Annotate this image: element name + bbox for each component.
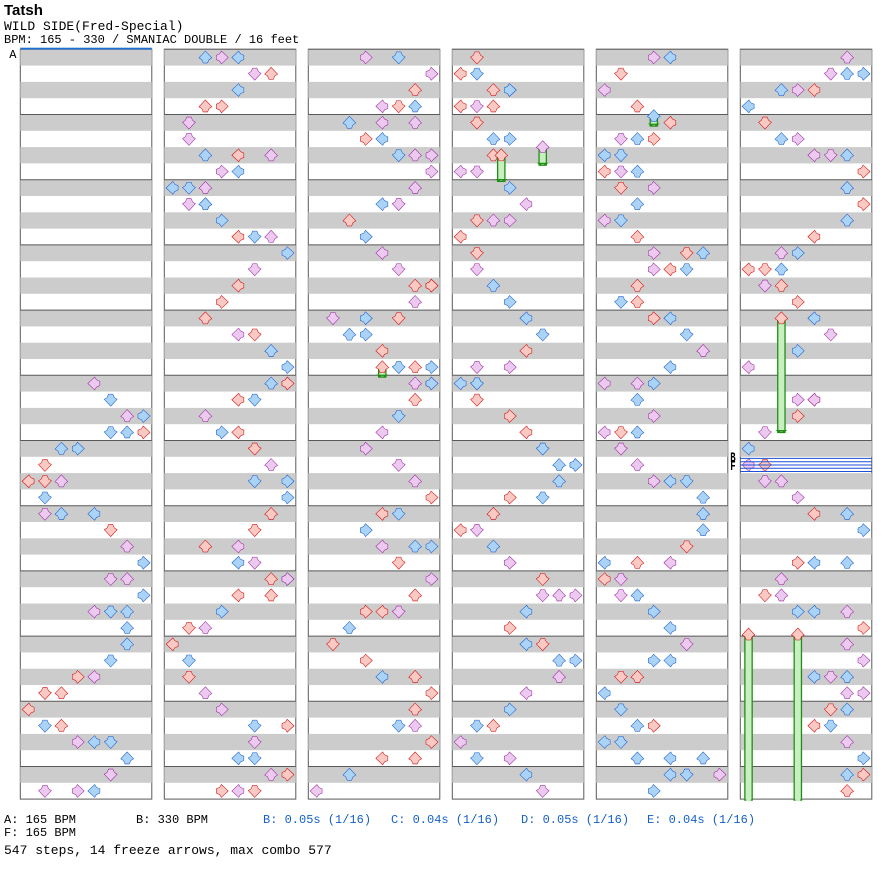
svg-text:A: A bbox=[9, 48, 17, 62]
svg-text:F: F bbox=[730, 458, 735, 475]
